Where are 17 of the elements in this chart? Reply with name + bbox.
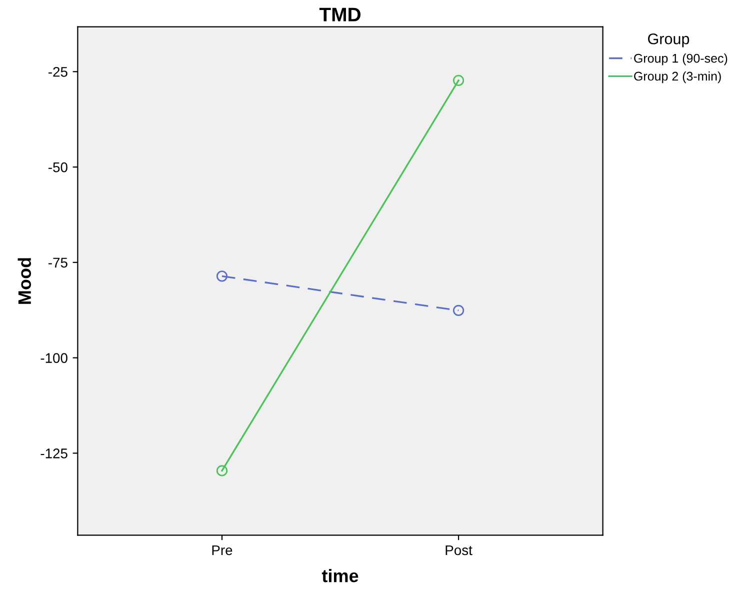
legend-label: Group 2 (3-min) (634, 71, 721, 84)
x-tick-label: Pre (212, 545, 232, 556)
y-tick-label: -100 (40, 353, 68, 363)
point (216, 270, 228, 282)
x-axis-title: time (322, 568, 358, 582)
x-tick-label: Post (446, 545, 472, 556)
y-tick-label: -125 (40, 448, 68, 458)
point (216, 465, 228, 476)
y-axis-title: Mood (18, 258, 32, 304)
point (452, 74, 464, 86)
y-tick-label: -75 (48, 258, 68, 268)
chart-title: TMD (319, 8, 360, 22)
y-tick-label: -25 (48, 66, 68, 77)
legend-title: Group (648, 33, 690, 48)
point (452, 304, 464, 316)
legend-label: Group 1 (90-sec) (634, 54, 728, 66)
y-tick-label: -50 (48, 162, 68, 172)
